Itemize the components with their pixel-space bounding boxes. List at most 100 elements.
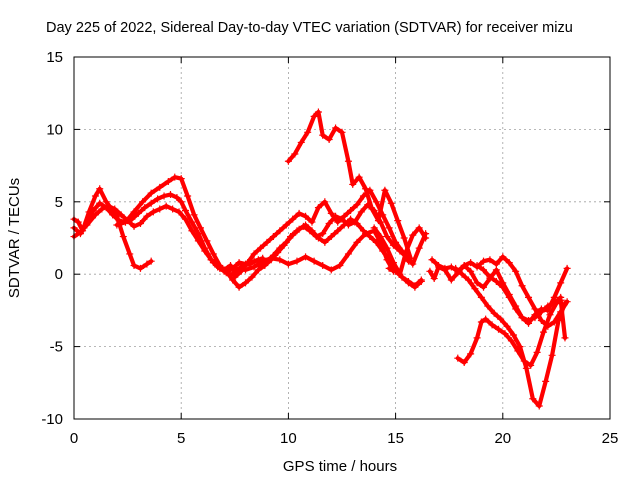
data-point [428,256,436,264]
data-point [409,260,417,268]
data-point [512,302,520,310]
data-point [561,334,569,342]
data-point [188,227,196,235]
data-point [387,199,395,207]
data-point [173,193,181,201]
data-point [244,259,252,267]
data-point [525,293,533,301]
series-line [427,263,563,323]
data-point [377,238,385,246]
data-point [340,221,348,229]
data-point [181,206,189,214]
data-point [353,238,361,246]
data-series [70,108,571,410]
data-point [477,318,485,326]
data-point [156,205,164,213]
data-point [480,257,488,265]
data-point [136,220,144,228]
data-point [546,311,554,319]
data-point [557,279,565,287]
series-line [211,202,428,290]
data-point [263,238,271,246]
data-point [389,259,397,267]
data-point [147,189,155,197]
series-trace-16 [426,262,565,325]
data-point [338,128,346,136]
data-point [222,267,230,275]
data-point [458,270,466,278]
data-point [347,206,355,214]
data-point [310,112,318,120]
data-point [454,269,462,277]
data-point [355,173,363,181]
data-point [98,205,106,213]
data-point [336,262,344,270]
data-point [529,395,537,403]
data-point [196,224,204,232]
data-point [417,276,425,284]
data-point [113,212,121,220]
data-point [480,266,488,274]
series-trace-11 [385,264,425,290]
data-point [250,263,258,271]
data-point [291,150,299,158]
data-point [484,302,492,310]
data-point [130,208,138,216]
data-point [535,402,543,410]
data-point [282,221,290,229]
data-point [488,321,496,329]
data-point [242,279,250,287]
data-point [557,293,565,301]
data-point [383,233,391,241]
data-point [503,322,511,330]
series-line [453,266,568,409]
data-point [344,157,352,165]
data-point [527,361,535,369]
data-point [492,277,500,285]
data-point [362,230,370,238]
data-point [518,314,526,322]
data-point [177,175,185,183]
data-point [332,124,340,132]
data-point [184,192,192,200]
data-point [233,266,241,274]
data-point [415,224,423,232]
data-point [473,262,481,270]
data-point [480,283,488,291]
data-point [430,275,438,283]
data-point [308,218,316,226]
data-point [548,351,556,359]
data-point [319,131,327,139]
data-point [516,343,524,351]
plot-frame [73,56,611,420]
data-point [340,212,348,220]
data-point [201,247,209,255]
data-point [154,195,162,203]
data-point [156,183,164,191]
data-point [269,233,277,241]
chart-title: Day 225 of 2022, Sidereal Day-to-day VTE… [46,20,573,36]
data-point [276,256,284,264]
data-point [147,257,155,265]
data-point [85,208,93,216]
data-point [347,215,355,223]
data-point [237,267,245,275]
data-point [289,231,297,239]
y-tick-label: 5 [55,194,63,211]
data-point [486,275,494,283]
data-point [126,250,134,258]
data-point [96,199,104,207]
data-point [370,227,378,235]
y-axis-title: SDTVAR / TECUs [6,178,23,298]
data-point [250,250,258,258]
data-point [310,257,318,265]
data-point [492,266,500,274]
data-point [512,267,520,275]
series-trace-13 [452,264,569,410]
data-point [130,262,138,270]
data-point [136,264,144,272]
data-point [482,315,490,323]
data-point [141,204,149,212]
data-point [454,354,462,362]
data-point [495,325,503,333]
